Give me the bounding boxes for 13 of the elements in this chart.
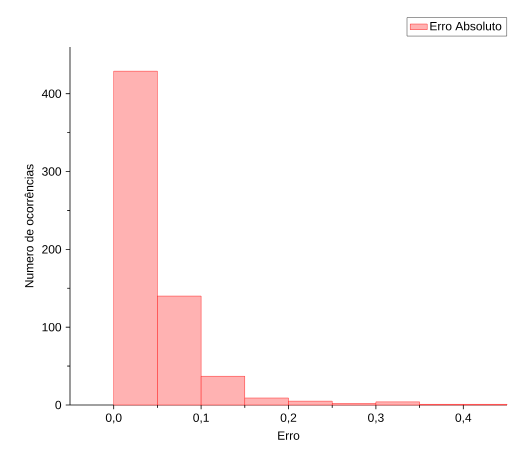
x-tick-label: 0,3 xyxy=(368,413,384,424)
y-tick-label: 300 xyxy=(42,167,62,176)
y-tick-label: 200 xyxy=(42,245,62,254)
x-axis-title: Erro xyxy=(278,431,300,440)
y-axis-title: Numero de ocorrências xyxy=(24,164,34,288)
x-tick-label: 0,4 xyxy=(455,413,472,424)
x-tick-label: 0,0 xyxy=(106,413,122,424)
y-tick-label: 0 xyxy=(55,400,62,410)
x-tick-label: 0,2 xyxy=(280,413,296,424)
x-tick-label: 0,1 xyxy=(193,413,209,424)
legend-label: Erro Absoluto xyxy=(430,22,502,30)
y-tick-label: 100 xyxy=(42,322,62,332)
y-tick-label: 400 xyxy=(42,89,62,98)
